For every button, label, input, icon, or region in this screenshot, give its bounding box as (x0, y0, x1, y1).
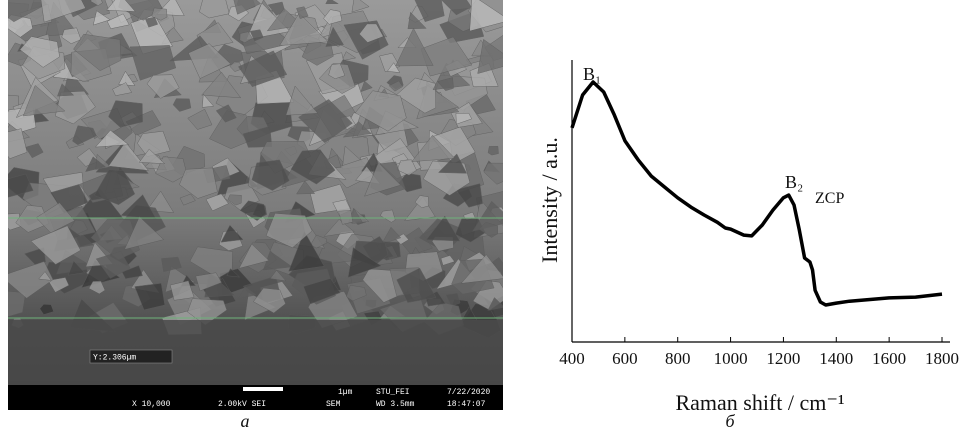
x-tick-label: 1800 (925, 349, 959, 368)
voltage: 2.00kV SEI (218, 400, 266, 409)
caption: а (241, 411, 250, 431)
x-tick-label: 800 (665, 349, 691, 368)
sem-image: Y:2.306µm 1µm STU_FEI 7/22/2020 X 10,000… (0, 0, 522, 410)
x-tick-label: 400 (559, 349, 585, 368)
date: 7/22/2020 (447, 388, 490, 397)
mode: SEM (326, 400, 341, 409)
sem-substrate (8, 320, 503, 385)
annotation: B₂ (785, 172, 803, 192)
scale-bar (243, 387, 283, 391)
figure: Y:2.306µm 1µm STU_FEI 7/22/2020 X 10,000… (0, 0, 973, 432)
chart: Intensity / a.u. Raman shift / cm⁻¹ B₁ B… (537, 60, 959, 415)
y-axis-label: Intensity / a.u. (537, 137, 562, 263)
working-distance: WD 3.5mm (376, 400, 415, 409)
x-tick-label: 600 (612, 349, 638, 368)
scale-label: 1µm (338, 388, 353, 397)
x-tick-label: 1000 (714, 349, 748, 368)
spectrum-line (572, 82, 942, 305)
operator: STU_FEI (376, 388, 410, 397)
annotation: ZCP (815, 190, 844, 207)
magnification: X 10,000 (132, 400, 171, 409)
x-axis-label: Raman shift / cm⁻¹ (675, 390, 844, 415)
x-tick-label: 1600 (872, 349, 906, 368)
x-tick-label: 1400 (819, 349, 853, 368)
time: 18:47:07 (447, 400, 486, 409)
measure-label: Y:2.306µm (93, 354, 136, 363)
crystal (488, 146, 499, 155)
x-tick-label: 1200 (766, 349, 800, 368)
